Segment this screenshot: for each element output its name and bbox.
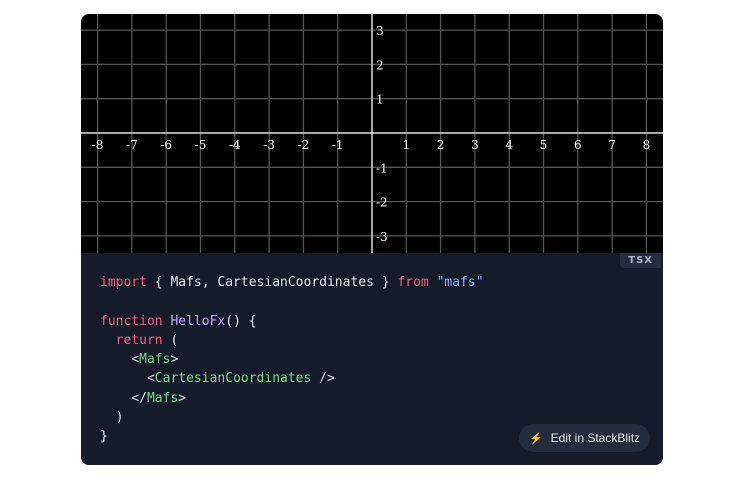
x-tick-label: 2: [437, 138, 445, 152]
edit-in-stackblitz-button[interactable]: ⚡ Edit in StackBlitz: [519, 424, 650, 452]
x-tick-label: 8: [643, 138, 651, 152]
code-line: [100, 292, 484, 311]
code-token: "mafs": [436, 275, 484, 290]
x-tick-label: 4: [505, 138, 513, 152]
code-line: function HelloFx() {: [100, 312, 484, 331]
x-tick-label: -3: [263, 138, 275, 152]
code-token: return: [115, 332, 163, 348]
y-tick-label: -2: [376, 196, 388, 210]
code-token: { Mafs, CartesianCoordinates }: [146, 275, 398, 290]
code-token: CartesianCoordinates: [154, 371, 312, 387]
y-tick-label: -1: [376, 161, 388, 175]
code-token: Mafs: [146, 390, 179, 406]
code-line: <Mafs>: [100, 350, 484, 369]
code-token: </: [100, 390, 147, 406]
cartesian-plot[interactable]: -8 -7 -6 -5 -4 -3 -2 -1 1 2 3 4 5 6 7 8 3 2 1 -1 -2 -3: [81, 14, 663, 253]
code-token: [429, 275, 437, 290]
code-token: ): [100, 410, 124, 426]
code-text: import { Mafs, CartesianCoordinates } fr…: [100, 273, 484, 447]
x-tick-label: 3: [471, 138, 479, 152]
code-block: TSX import { Mafs, CartesianCoordinates …: [81, 253, 663, 465]
code-line: import { Mafs, CartesianCoordinates } fr…: [100, 273, 484, 292]
code-line: }: [100, 427, 484, 446]
x-tick-label: -8: [92, 138, 104, 152]
code-token: from: [397, 275, 429, 290]
x-tick-label: -1: [332, 138, 344, 152]
code-line: return (: [100, 331, 484, 350]
code-token: function: [100, 313, 163, 329]
y-tick-label: -3: [376, 230, 388, 244]
code-line: </Mafs>: [100, 389, 484, 408]
x-tick-label: 6: [574, 138, 582, 152]
y-tick-label: 2: [376, 58, 384, 72]
code-token: <: [100, 371, 155, 387]
code-token: <: [100, 352, 140, 368]
mafs-example-card: -8 -7 -6 -5 -4 -3 -2 -1 1 2 3 4 5 6 7 8 3 2 1 -1 -2 -3 TSX im…: [81, 14, 663, 465]
code-token: () {: [225, 313, 257, 329]
y-tick-label: 1: [376, 93, 384, 107]
x-tick-label: -2: [298, 138, 310, 152]
x-tick-label: 7: [608, 138, 616, 152]
code-token: HelloFx: [170, 313, 226, 329]
language-badge: TSX: [620, 253, 661, 268]
code-token: import: [100, 275, 147, 290]
code-token: }: [100, 429, 108, 445]
code-token: />: [311, 371, 335, 387]
x-tick-label: -7: [126, 138, 138, 152]
code-token: >: [178, 390, 187, 406]
code-token: Mafs: [139, 352, 171, 368]
y-tick-label: 3: [376, 24, 384, 38]
x-tick-label: 1: [402, 138, 410, 152]
lightning-bolt-icon: ⚡: [528, 432, 543, 445]
x-tick-label: -4: [229, 138, 241, 152]
x-tick-label: -6: [160, 138, 172, 152]
code-token: >: [170, 352, 179, 368]
code-token: [100, 333, 116, 348]
code-line: ): [100, 408, 484, 427]
edit-button-label: Edit in StackBlitz: [550, 431, 641, 445]
code-token: (: [162, 332, 179, 348]
x-tick-label: -5: [195, 138, 207, 152]
cartesian-plot-svg: -8 -7 -6 -5 -4 -3 -2 -1 1 2 3 4 5 6 7 8 3 2 1 -1 -2 -3: [81, 14, 663, 253]
x-tick-label: 5: [540, 138, 548, 152]
code-line: <CartesianCoordinates />: [100, 369, 484, 388]
